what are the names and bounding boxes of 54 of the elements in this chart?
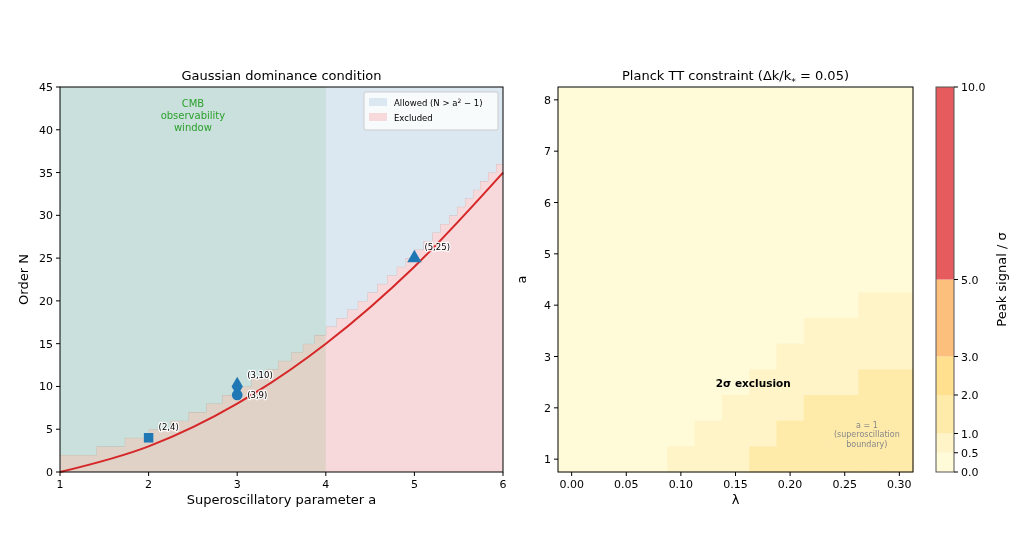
y-tick-label: 2 bbox=[544, 401, 551, 415]
color-bar-label: 10.0 bbox=[961, 81, 986, 94]
y-tick-label: 15 bbox=[39, 337, 53, 351]
point bbox=[407, 249, 422, 263]
x-axis-title: Superoscillatory parameter a bbox=[186, 492, 377, 507]
y-tick-label: 6 bbox=[544, 196, 551, 210]
y-tick-label: 45 bbox=[39, 81, 53, 94]
y-tick-label: 5 bbox=[544, 247, 551, 261]
x-tick-label: 0.25 bbox=[832, 478, 857, 491]
color-bar-label: 0.5 bbox=[961, 446, 979, 460]
x-tick-label: 1 bbox=[56, 478, 64, 491]
point bbox=[143, 433, 154, 443]
x-tick-label: 0.05 bbox=[614, 478, 639, 491]
annotation: (2,4) bbox=[158, 421, 179, 432]
x-tick-label: 5 bbox=[410, 478, 418, 491]
color-bar-label: 2.0 bbox=[961, 389, 979, 402]
y-axis-title: Order N bbox=[16, 254, 31, 305]
y-tick-label: 5 bbox=[46, 423, 53, 437]
x-tick-label: 3 bbox=[233, 478, 241, 491]
chart-title: Gaussian dominance condition bbox=[181, 68, 382, 83]
y-tick-label: 4 bbox=[544, 299, 551, 313]
y-tick-label: 8 bbox=[544, 93, 551, 107]
color-bar-label: 0.0 bbox=[961, 466, 979, 479]
y-tick-label: 20 bbox=[39, 294, 53, 308]
series-label: Allowed (N > a$^{2}$ − 1) bbox=[394, 96, 483, 108]
y-tick-label: 7 bbox=[544, 145, 551, 159]
y-tick-label: 1 bbox=[544, 453, 551, 467]
legend-label: Excluded bbox=[394, 113, 433, 123]
color-bar-label: 5.0 bbox=[961, 273, 979, 287]
y-axis-title: a bbox=[514, 275, 529, 284]
x-tick-label: 2 bbox=[145, 478, 153, 491]
x-tick-label: 0.30 bbox=[887, 478, 912, 491]
x-tick-label: 6 bbox=[499, 478, 507, 491]
x-tick-label: 0.20 bbox=[777, 478, 803, 491]
x-tick-label: 0.10 bbox=[668, 478, 694, 491]
y-tick-label: 10 bbox=[39, 380, 53, 394]
y-tick-label: 3 bbox=[544, 350, 551, 364]
color-bar-label: 1.0 bbox=[961, 427, 979, 441]
color-bar-label: 3.0 bbox=[961, 350, 979, 364]
y-tick-label: 25 bbox=[39, 252, 53, 266]
y-tick-label: 0 bbox=[46, 466, 53, 479]
y-tick-label: 40 bbox=[39, 123, 53, 137]
y-tick-label: 35 bbox=[39, 166, 53, 180]
annotation: 2σ exclusion bbox=[715, 377, 791, 390]
x-axis-title: λ bbox=[731, 492, 740, 507]
x-tick-label: 0.00 bbox=[559, 478, 584, 491]
annotation: (3,10) bbox=[247, 370, 273, 381]
x-tick-label: 0.15 bbox=[723, 478, 748, 491]
band-label: CMB observability window bbox=[160, 98, 226, 133]
y-tick-label: 30 bbox=[39, 209, 53, 223]
annotation: a = 1 (superoscillation boundary) bbox=[833, 420, 900, 449]
color-bar-title: Peak signal / σ bbox=[994, 232, 1009, 327]
chart-title: Planck TT constraint (Δk/k$_{*}$ = 0.05) bbox=[622, 68, 849, 87]
x-tick-label: 4 bbox=[322, 478, 330, 491]
